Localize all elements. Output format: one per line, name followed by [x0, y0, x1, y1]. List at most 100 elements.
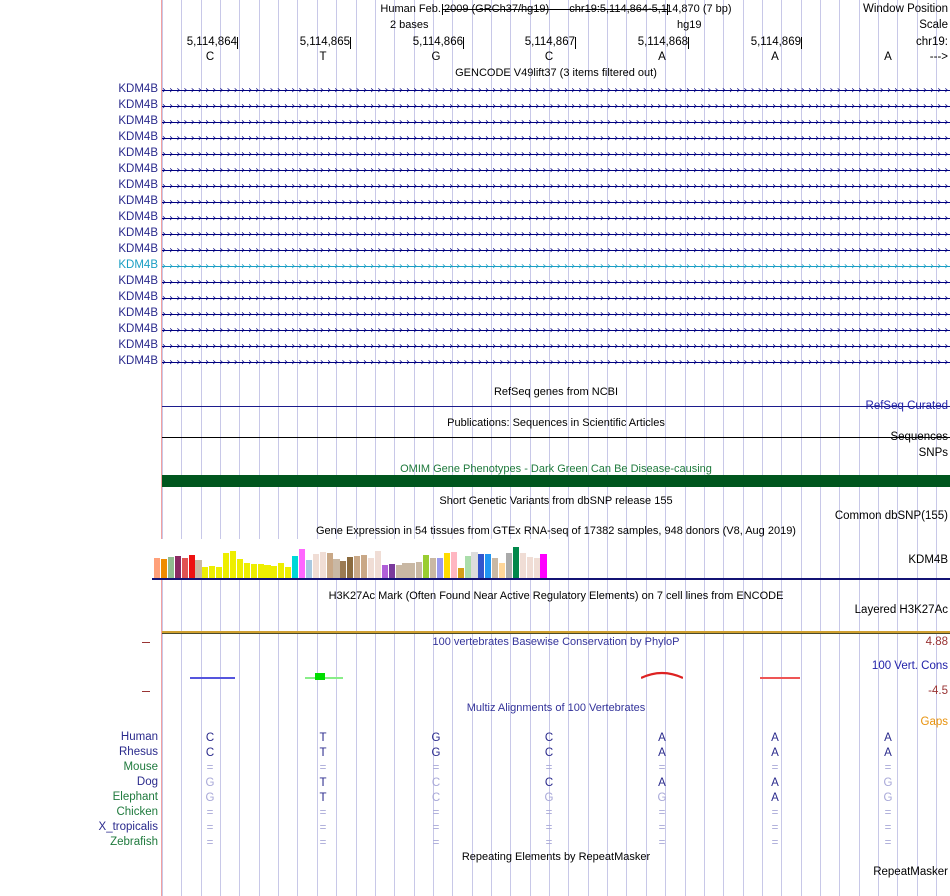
gencode-gene-row[interactable]: › › › › › › › › › › › › › › › › › › › › …	[162, 164, 950, 178]
repeatmasker-track-title[interactable]: Repeating Elements by RepeatMasker	[461, 851, 651, 863]
gtex-tissue-bar[interactable]	[402, 563, 409, 580]
gtex-tissue-bar[interactable]	[229, 551, 237, 580]
gtex-tissue-bar[interactable]	[298, 549, 306, 580]
omim-track-title[interactable]: OMIM Gene Phenotypes - Dark Green Can Be…	[400, 463, 712, 475]
gtex-tissue-bar[interactable]	[457, 568, 464, 580]
gtex-tissue-bar[interactable]	[395, 565, 402, 580]
gencode-gene-label[interactable]: KDM4B	[118, 115, 158, 127]
gtex-tissue-bar[interactable]	[485, 554, 492, 580]
gtex-tissue-bar[interactable]	[154, 558, 161, 580]
gtex-tissue-bar[interactable]	[361, 555, 368, 580]
gencode-gene-row[interactable]: › › › › › › › › › › › › › › › › › › › › …	[162, 228, 950, 242]
gtex-tissue-bar[interactable]	[505, 553, 513, 580]
gtex-tissue-bar[interactable]	[257, 564, 264, 580]
gtex-tissue-bar[interactable]	[430, 558, 437, 580]
gtex-tissue-bar[interactable]	[188, 555, 195, 580]
gencode-gene-label[interactable]: KDM4B	[118, 323, 158, 335]
gtex-tissue-bar[interactable]	[499, 563, 506, 580]
gtex-tissue-bar[interactable]	[271, 566, 278, 580]
multiz-species-label[interactable]: Human	[120, 731, 158, 743]
gencode-gene-row[interactable]: › › › › › › › › › › › › › › › › › › › › …	[162, 356, 950, 370]
gtex-tissue-bar[interactable]	[278, 563, 285, 580]
gtex-tissue-bar[interactable]	[416, 562, 423, 580]
gencode-gene-label[interactable]: KDM4B	[118, 307, 158, 319]
phylop-track-title[interactable]: 100 vertebrates Basewise Conservation by…	[432, 636, 680, 648]
multiz-track-title[interactable]: Multiz Alignments of 100 Vertebrates	[466, 702, 646, 714]
gencode-gene-label[interactable]: KDM4B	[118, 147, 158, 159]
gtex-tissue-bar[interactable]	[243, 563, 250, 580]
gtex-tissue-bar[interactable]	[236, 559, 243, 580]
gtex-tissue-bar[interactable]	[319, 552, 326, 580]
gtex-tissue-bar[interactable]	[250, 564, 257, 580]
gtex-tissue-bar[interactable]	[216, 567, 223, 580]
gtex-gene-label[interactable]: KDM4B	[908, 554, 948, 566]
gtex-tissue-bar[interactable]	[209, 566, 216, 580]
dbsnp-track-title[interactable]: Short Genetic Variants from dbSNP releas…	[439, 495, 673, 507]
gtex-tissue-bar[interactable]	[347, 557, 354, 580]
gtex-tissue-bar[interactable]	[512, 547, 519, 580]
gtex-tissue-bar[interactable]	[450, 552, 457, 580]
h3k27ac-track-title[interactable]: H3K27Ac Mark (Often Found Near Active Re…	[328, 590, 784, 602]
gencode-gene-row[interactable]: › › › › › › › › › › › › › › › › › › › › …	[162, 260, 950, 274]
gencode-gene-row[interactable]: › › › › › › › › › › › › › › › › › › › › …	[162, 244, 950, 258]
gtex-tissue-bar[interactable]	[423, 555, 430, 580]
gencode-gene-row[interactable]: › › › › › › › › › › › › › › › › › › › › …	[162, 292, 950, 306]
gencode-gene-label[interactable]: KDM4B	[118, 291, 158, 303]
gencode-gene-label[interactable]: KDM4B	[118, 339, 158, 351]
multiz-species-labels[interactable]: Human Rhesus Mouse Dog Elephant Chicken X_trop…	[0, 0, 160, 896]
gtex-tissue-bar[interactable]	[160, 559, 168, 580]
gencode-track-title[interactable]: GENCODE V49lift37 (3 items filtered out)	[455, 67, 657, 79]
gtex-tissue-bar[interactable]	[388, 564, 395, 580]
gencode-gene-row[interactable]: › › › › › › › › › › › › › › › › › › › › …	[162, 84, 950, 98]
gtex-tissue-bar[interactable]	[374, 551, 381, 580]
gtex-tissue-bar[interactable]	[202, 567, 209, 580]
gtex-tissue-bar[interactable]	[471, 552, 478, 580]
multiz-species-label[interactable]: X_tropicalis	[98, 821, 158, 833]
publications-feature-line[interactable]	[162, 437, 950, 438]
gencode-gene-row[interactable]: › › › › › › › › › › › › › › › › › › › › …	[162, 100, 950, 114]
gtex-tissue-bar[interactable]	[354, 556, 361, 580]
gtex-tissue-bar[interactable]	[333, 559, 340, 580]
multiz-species-label[interactable]: Rhesus	[119, 746, 158, 758]
publications-snps-label[interactable]: SNPs	[918, 447, 948, 459]
gtex-tissue-bar[interactable]	[526, 557, 533, 580]
layered-h3k27ac-label[interactable]: Layered H3K27Ac	[854, 604, 948, 616]
gtex-tissue-bar[interactable]	[340, 561, 347, 580]
gtex-tissue-bar[interactable]	[443, 553, 450, 580]
gtex-chart-area[interactable]	[152, 539, 554, 580]
gtex-tissue-bar[interactable]	[381, 565, 388, 580]
gtex-tissue-bar[interactable]	[464, 556, 471, 580]
publications-track-title[interactable]: Publications: Sequences in Scientific Ar…	[447, 417, 665, 429]
gtex-tissue-bar[interactable]	[174, 556, 181, 580]
gencode-gene-label[interactable]: KDM4B	[118, 195, 158, 207]
gencode-gene-row[interactable]: › › › › › › › › › › › › › › › › › › › › …	[162, 180, 950, 194]
gencode-gene-label[interactable]: KDM4B	[118, 211, 158, 223]
gtex-tissue-bar[interactable]	[305, 560, 312, 580]
common-dbsnp-label[interactable]: Common dbSNP(155)	[834, 510, 948, 522]
gencode-gene-row[interactable]: › › › › › › › › › › › › › › › › › › › › …	[162, 212, 950, 226]
repeatmasker-label[interactable]: RepeatMasker	[873, 866, 948, 878]
gencode-gene-label[interactable]: KDM4B	[118, 275, 158, 287]
gtex-tissue-bar[interactable]	[292, 556, 299, 580]
multiz-species-label[interactable]: Dog	[136, 776, 158, 788]
gencode-gene-label[interactable]: KDM4B	[118, 83, 158, 95]
gencode-gene-row[interactable]: › › › › › › › › › › › › › › › › › › › › …	[162, 148, 950, 162]
gtex-tissue-bar[interactable]	[533, 558, 540, 580]
coordinate-ruler[interactable]: 5,114,864 5,114,865 5,114,866 5,114,867 5,11…	[162, 36, 950, 54]
gencode-gene-row[interactable]: › › › › › › › › › › › › › › › › › › › › …	[162, 132, 950, 146]
gencode-gene-row[interactable]: › › › › › › › › › › › › › › › › › › › › …	[162, 324, 950, 338]
phylop-label[interactable]: 100 Vert. Cons	[871, 660, 948, 672]
gtex-tissue-bar[interactable]	[367, 558, 375, 580]
multiz-species-label[interactable]: Elephant	[112, 791, 158, 803]
gtex-tissue-bar[interactable]	[223, 553, 230, 580]
gencode-gene-label[interactable]: KDM4B	[118, 227, 158, 239]
gencode-gene-label[interactable]: KDM4B	[118, 131, 158, 143]
gtex-tissue-bar[interactable]	[409, 563, 416, 580]
multiz-species-label[interactable]: Chicken	[116, 806, 158, 818]
gtex-tissue-bar[interactable]	[167, 557, 174, 580]
refseq-track-title[interactable]: RefSeq genes from NCBI	[493, 386, 619, 398]
gencode-gene-label[interactable]: KDM4B	[118, 179, 158, 191]
gencode-gene-row[interactable]: › › › › › › › › › › › › › › › › › › › › …	[162, 340, 950, 354]
gencode-gene-row[interactable]: › › › › › › › › › › › › › › › › › › › › …	[162, 116, 950, 130]
gencode-gene-label[interactable]: KDM4B	[118, 243, 158, 255]
